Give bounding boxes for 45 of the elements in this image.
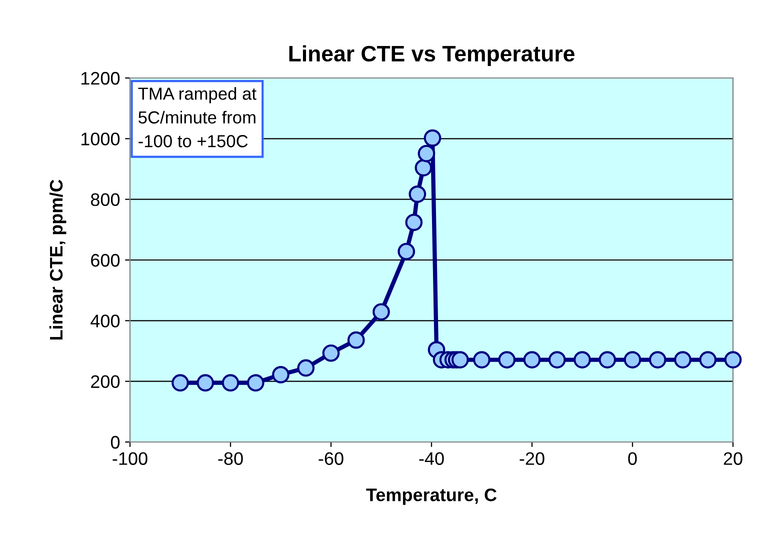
point <box>498 351 516 368</box>
point <box>272 366 290 384</box>
point <box>398 242 416 260</box>
point <box>418 144 436 162</box>
point <box>523 351 541 368</box>
y-axis-title: Linear CTE, ppm/C <box>49 180 66 340</box>
x-tick-label: 20 <box>724 452 742 465</box>
point <box>172 374 189 392</box>
chart-title: Linear CTE vs Temperature <box>289 45 574 66</box>
point <box>322 344 340 362</box>
x-axis-title: Temperature, C <box>366 488 497 505</box>
point <box>408 185 426 203</box>
x-tick-label: -100 <box>112 452 148 465</box>
point <box>598 351 616 368</box>
y-tick-label: 0 <box>110 436 120 449</box>
y-tick-label: 1200 <box>81 72 120 85</box>
point <box>405 214 423 232</box>
point <box>222 374 240 392</box>
y-tick-label: 400 <box>90 314 120 328</box>
point <box>724 351 742 368</box>
y-tick-label: 600 <box>91 254 120 267</box>
point <box>574 351 591 368</box>
point <box>624 351 642 368</box>
point <box>297 359 315 377</box>
y-tick-label: 200 <box>91 375 120 388</box>
point <box>473 351 490 368</box>
point <box>372 303 390 321</box>
x-tick-label: -20 <box>520 452 544 465</box>
point <box>451 351 469 368</box>
point <box>548 351 566 368</box>
point <box>414 159 432 176</box>
point <box>699 351 717 368</box>
point <box>674 351 692 368</box>
point <box>246 374 264 392</box>
x-tick-label: 0 <box>628 452 637 465</box>
x-tick-label: -60 <box>318 452 344 465</box>
point <box>347 331 365 349</box>
point <box>424 129 442 147</box>
point <box>648 351 666 368</box>
point <box>196 374 214 392</box>
y-tick-label: 800 <box>90 193 120 206</box>
x-tick-label: -40 <box>419 452 444 465</box>
x-tick-label: -80 <box>218 452 243 465</box>
annotation: TMA ramped at 5C/minute from -100 to +150C <box>138 87 256 148</box>
y-tick-label: 1000 <box>81 132 120 146</box>
